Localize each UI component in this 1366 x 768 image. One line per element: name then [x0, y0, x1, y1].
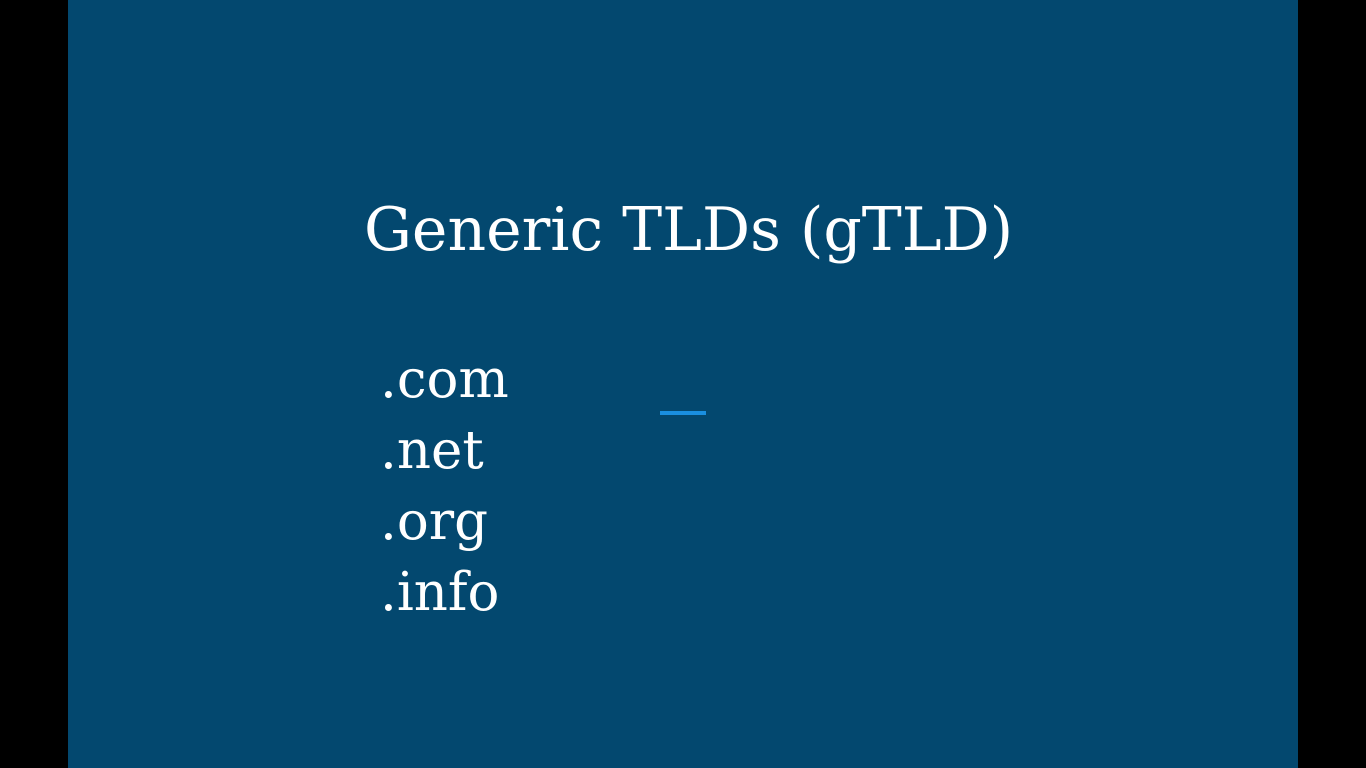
- presentation-slide: Generic TLDs (gTLD) .com .net .org .info: [68, 0, 1298, 768]
- tld-list: .com .net .org .info: [380, 344, 509, 628]
- tld-item-com: .com: [380, 349, 509, 410]
- tld-item-org: .org: [380, 491, 489, 552]
- slide-title: Generic TLDs (gTLD): [364, 195, 1014, 265]
- blue-dash-mark: [660, 411, 706, 415]
- tld-item-net: .net: [380, 420, 484, 481]
- tld-item-info: .info: [380, 562, 500, 623]
